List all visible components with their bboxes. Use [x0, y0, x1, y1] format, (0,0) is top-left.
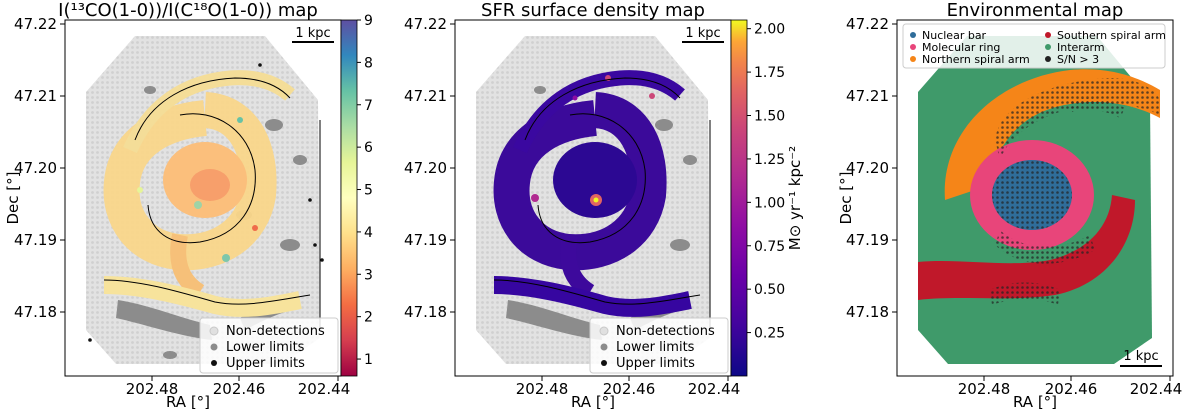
- scale-bar: 1 kpc: [292, 26, 334, 43]
- legend-marker-molecular-ring: [910, 44, 916, 50]
- y-tick-label: 47.19: [846, 231, 889, 249]
- legend-marker-nuclear-bar: [910, 32, 916, 38]
- scale-bar-label: 1 kpc: [1123, 349, 1158, 364]
- colorbar-tick-label: 1.75: [754, 65, 785, 81]
- x-tick-label: 202.44: [688, 380, 741, 398]
- sn-points: [990, 78, 1160, 305]
- y-ticks: 47.18 47.19 47.20 47.21 47.22: [404, 15, 455, 321]
- panel-environment-map: Nuclear bar Molecular ring Northern spir…: [837, 0, 1182, 411]
- legend-item-interarm: Interarm: [1057, 41, 1105, 54]
- y-tick-label: 47.21: [846, 87, 889, 105]
- colorbar-tick-label: 1.00: [754, 195, 785, 211]
- y-tick-label: 47.20: [846, 159, 889, 177]
- y-ticks: 47.18 47.19 47.20 47.21 47.22: [14, 15, 65, 321]
- panel-sfr-map: 1 kpc Non-detections Lower limits Upper …: [404, 0, 804, 411]
- legend-item-northern-spiral-arm: Northern spiral arm: [922, 53, 1030, 66]
- y-tick-label: 47.19: [14, 231, 57, 249]
- legend-item-lower-limits: Lower limits: [616, 340, 695, 355]
- chart-title: SFR surface density map: [481, 0, 705, 21]
- y-tick-label: 47.19: [404, 231, 447, 249]
- scale-bar-label: 1 kpc: [685, 26, 720, 41]
- legend: Non-detections Lower limits Upper limits: [589, 317, 729, 374]
- plot-frame: [896, 19, 1174, 377]
- x-ticks: 202.48 202.46 202.44: [126, 376, 351, 398]
- legend-item-lower-limits: Lower limits: [226, 340, 305, 355]
- x-axis-label: RA [°]: [166, 393, 210, 411]
- x-tick-label: 202.48: [126, 380, 179, 398]
- y-tick-label: 47.21: [404, 87, 447, 105]
- x-axis-label: RA [°]: [571, 393, 615, 411]
- panel-ratio-map: 1 kpc Non-detections Lower limits Upper …: [4, 0, 373, 411]
- x-tick-label: 202.48: [516, 380, 569, 398]
- scale-bar-label: 1 kpc: [295, 26, 330, 41]
- colorbar-tick-label: 1.50: [754, 109, 785, 125]
- colorbar: 1 2 3 4 5 6 7 8 9: [340, 13, 373, 377]
- legend-item-molecular-ring: Molecular ring: [922, 41, 1000, 54]
- colorbar-tick-label: 5: [364, 183, 373, 199]
- x-tick-label: 202.46: [603, 380, 656, 398]
- y-tick-label: 47.22: [404, 15, 447, 33]
- y-axis-label: Dec [°]: [837, 172, 855, 225]
- scale-bar: 1 kpc: [1120, 349, 1162, 367]
- x-tick-label: 202.48: [958, 380, 1011, 398]
- colorbar-ticks: 0.25 0.50 0.75 1.00 1.25 1.50 1.75 2.00: [747, 22, 785, 342]
- legend-item-nuclear-bar: Nuclear bar: [922, 29, 987, 42]
- colorbar-tick-label: 7: [364, 98, 373, 114]
- colorbar-label: M⊙ yr⁻¹ kpc⁻²: [786, 146, 804, 250]
- colorbar-gradient: [340, 19, 358, 377]
- x-tick-label: 202.46: [1045, 380, 1098, 398]
- x-axis-label: RA [°]: [1013, 393, 1057, 411]
- y-tick-label: 47.20: [14, 159, 57, 177]
- colorbar-tick-label: 3: [364, 267, 373, 283]
- legend-item-upper-limits: Upper limits: [226, 356, 305, 371]
- colorbar-tick-label: 6: [364, 140, 373, 156]
- y-tick-label: 47.18: [404, 303, 447, 321]
- colorbar-tick-label: 1: [364, 352, 373, 368]
- y-tick-label: 47.20: [404, 159, 447, 177]
- legend-marker-sn: [1045, 56, 1051, 62]
- legend-marker-northern-spiral-arm: [910, 56, 916, 62]
- colorbar-tick-label: 8: [364, 55, 373, 71]
- legend: Nuclear bar Molecular ring Northern spir…: [902, 23, 1166, 69]
- x-ticks: 202.48 202.46 202.44: [516, 376, 741, 398]
- x-tick-label: 202.46: [213, 380, 266, 398]
- colorbar-tick-label: 9: [364, 13, 373, 29]
- colorbar-tick-label: 0.50: [754, 282, 785, 298]
- x-tick-label: 202.44: [1130, 380, 1183, 398]
- colorbar-tick-label: 0.75: [754, 239, 785, 255]
- detection-contours: [493, 77, 711, 330]
- southern-spiral-arm-region: [918, 195, 1135, 300]
- chart-title: I(¹³CO(1-0))/I(C¹⁸O(1-0)) map: [58, 0, 318, 21]
- detection-contours: [103, 77, 321, 330]
- legend-item-non-detections: Non-detections: [616, 324, 715, 339]
- chart-title: Environmental map: [947, 0, 1124, 21]
- colorbar: 0.25 0.50 0.75 1.00 1.25 1.50 1.75 2.00 M⊙ yr⁻¹…: [730, 19, 804, 377]
- colorbar-gradient: [730, 19, 748, 377]
- colorbar-ticks: 1 2 3 4 5 6 7 8 9: [357, 13, 373, 368]
- y-tick-label: 47.22: [846, 15, 889, 33]
- legend-item-southern-spiral-arm: Southern spiral arm: [1057, 29, 1166, 42]
- x-tick-label: 202.44: [298, 380, 351, 398]
- colorbar-tick-label: 2: [364, 310, 373, 326]
- legend-item-non-detections: Non-detections: [226, 324, 325, 339]
- legend-item-upper-limits: Upper limits: [616, 356, 695, 371]
- y-tick-label: 47.21: [14, 87, 57, 105]
- colorbar-tick-label: 2.00: [754, 22, 785, 38]
- legend: Non-detections Lower limits Upper limits: [199, 317, 339, 374]
- scale-bar: 1 kpc: [682, 26, 724, 43]
- y-tick-label: 47.18: [14, 303, 57, 321]
- y-axis-label: Dec [°]: [4, 172, 22, 225]
- colorbar-tick-label: 0.25: [754, 326, 785, 342]
- legend-marker-interarm: [1045, 44, 1051, 50]
- y-ticks: 47.18 47.19 47.20 47.21 47.22: [846, 15, 897, 321]
- legend-marker-southern-spiral-arm: [1045, 32, 1051, 38]
- colorbar-tick-label: 4: [364, 225, 373, 241]
- y-tick-label: 47.22: [14, 15, 57, 33]
- legend-item-sn: S/N > 3: [1057, 53, 1099, 66]
- x-ticks: 202.48 202.46 202.44: [958, 376, 1183, 398]
- y-tick-label: 47.18: [846, 303, 889, 321]
- colorbar-tick-label: 1.25: [754, 152, 785, 168]
